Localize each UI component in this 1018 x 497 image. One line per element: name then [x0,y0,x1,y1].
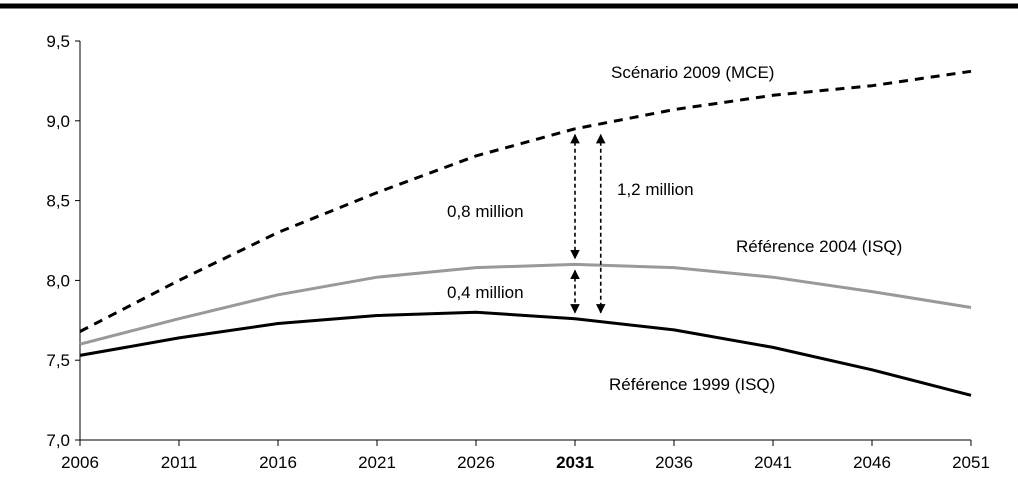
x-tick-label: 2021 [358,453,396,472]
annotation-gap-0-8: 0,8 million [447,202,524,221]
x-tick-label: 2036 [655,453,693,472]
x-tick-label: 2041 [754,453,792,472]
annotation-gap-1-2: 1,2 million [617,180,694,199]
series-line-reference-1999 [80,312,971,395]
series-layer [80,71,971,395]
series-label-reference-2004: Référence 2004 (ISQ) [736,237,902,256]
x-tick-label: 2046 [853,453,891,472]
y-tick-label: 8,0 [46,271,70,290]
annotation-layer [575,135,601,313]
x-tick-label: 2031 [556,453,594,472]
x-tick-label: 2006 [61,453,99,472]
y-tick-label: 7,5 [46,351,70,370]
y-tick-label: 9,0 [46,112,70,131]
y-tick-label: 9,5 [46,32,70,51]
annotation-gap-0-4: 0,4 million [447,283,524,302]
series-label-reference-1999: Référence 1999 (ISQ) [609,375,775,394]
x-tick-label: 2051 [952,453,990,472]
x-tick-label: 2016 [259,453,297,472]
x-tick-label: 2011 [161,453,198,472]
series-label-scenario-2009: Scénario 2009 (MCE) [611,63,774,82]
y-tick-label: 8,5 [46,192,70,211]
y-tick-label: 7,0 [46,431,70,450]
x-tick-label: 2026 [457,453,495,472]
series-line-scenario-2009 [80,71,971,331]
